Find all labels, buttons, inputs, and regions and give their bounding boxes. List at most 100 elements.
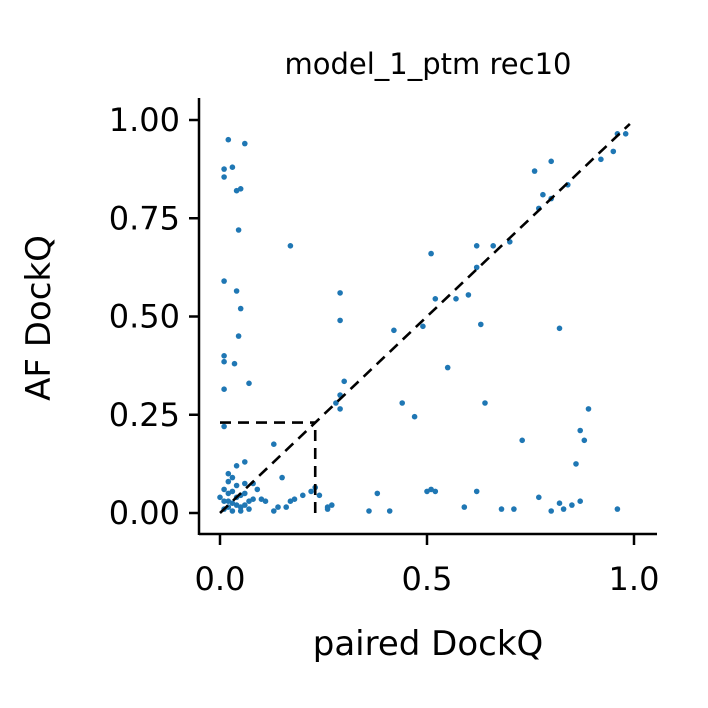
data-point — [498, 506, 505, 512]
data-point — [221, 486, 227, 493]
data-point — [473, 488, 480, 495]
data-point — [221, 386, 227, 393]
x-tick-label: 1.0 — [609, 560, 660, 598]
data-point — [242, 502, 248, 508]
data-point — [531, 168, 538, 174]
data-point — [473, 243, 480, 249]
data-point — [235, 333, 242, 339]
data-point — [254, 486, 261, 493]
data-point — [221, 174, 227, 180]
data-point — [221, 353, 227, 359]
data-point — [233, 482, 240, 489]
data-point — [598, 156, 604, 163]
data-point — [242, 490, 248, 497]
data-point — [573, 461, 579, 467]
y-tick-label: 1.00 — [109, 101, 180, 139]
y-tick-label: 0.75 — [109, 199, 180, 237]
data-point — [511, 506, 517, 512]
data-point — [374, 490, 381, 497]
data-point — [229, 488, 236, 495]
data-point — [581, 437, 588, 444]
data-point — [233, 288, 240, 294]
data-point — [622, 131, 629, 137]
data-point — [271, 441, 277, 448]
data-point — [540, 191, 546, 198]
data-point — [478, 321, 484, 328]
y-ticks: 0.00 0.25 0.50 0.75 1.00 — [109, 101, 199, 532]
data-point — [217, 494, 223, 501]
data-point — [428, 250, 434, 257]
y-tick-label: 0.50 — [109, 298, 180, 336]
data-point — [237, 186, 244, 192]
data-point — [279, 474, 285, 481]
data-point — [428, 486, 434, 493]
data-point — [308, 488, 314, 495]
data-point — [556, 325, 563, 332]
data-point — [391, 327, 397, 334]
data-point — [548, 158, 554, 165]
data-point — [333, 400, 339, 406]
diagonal-line — [219, 122, 631, 514]
data-point — [366, 508, 372, 514]
y-tick-label: 0.00 — [109, 494, 180, 532]
data-point — [482, 400, 488, 406]
x-ticks: 0.0 0.5 1.0 — [195, 535, 660, 598]
data-point — [225, 136, 232, 143]
data-point — [411, 413, 418, 420]
data-point — [231, 360, 238, 367]
data-point — [548, 508, 554, 514]
data-point — [229, 508, 236, 514]
data-point — [242, 140, 248, 147]
data-point — [577, 427, 583, 434]
data-point — [341, 378, 348, 385]
chart-title: model_1_ptm rec10 — [285, 47, 572, 81]
data-point — [560, 506, 567, 512]
data-point — [577, 498, 583, 505]
data-point — [432, 296, 439, 302]
data-point — [221, 423, 227, 430]
data-point — [444, 364, 451, 371]
data-point — [324, 506, 331, 512]
data-point — [519, 437, 525, 444]
data-point — [221, 498, 227, 505]
data-point — [229, 500, 236, 507]
plot-area — [217, 122, 631, 514]
data-point — [490, 243, 497, 249]
data-point — [614, 506, 621, 512]
data-point — [337, 317, 343, 324]
data-point — [465, 292, 472, 298]
data-point — [225, 470, 232, 477]
y-tick-label: 0.25 — [109, 396, 180, 434]
y-axis-label: AF DockQ — [19, 235, 59, 401]
data-point — [316, 492, 323, 499]
data-point — [420, 323, 426, 330]
data-point — [229, 164, 236, 170]
data-point — [250, 496, 256, 503]
data-point — [242, 480, 248, 487]
data-point — [221, 358, 227, 365]
data-point — [300, 492, 306, 499]
data-point — [271, 508, 277, 514]
data-point — [610, 148, 617, 155]
data-point — [221, 166, 227, 172]
data-point — [237, 508, 244, 514]
data-point — [246, 506, 252, 512]
data-point — [556, 500, 563, 507]
data-point — [329, 502, 335, 508]
data-point — [337, 290, 343, 296]
data-point — [399, 400, 406, 406]
data-point — [287, 243, 294, 249]
data-point — [386, 508, 393, 514]
data-point — [235, 227, 242, 233]
data-point — [246, 380, 252, 387]
data-point — [233, 463, 240, 469]
data-point — [275, 504, 281, 510]
data-point — [237, 305, 244, 312]
data-point — [262, 498, 269, 505]
x-tick-label: 0.0 — [195, 560, 246, 598]
x-tick-label: 0.5 — [402, 560, 453, 598]
data-point — [221, 278, 227, 284]
data-point — [432, 488, 439, 495]
data-point — [229, 474, 236, 481]
